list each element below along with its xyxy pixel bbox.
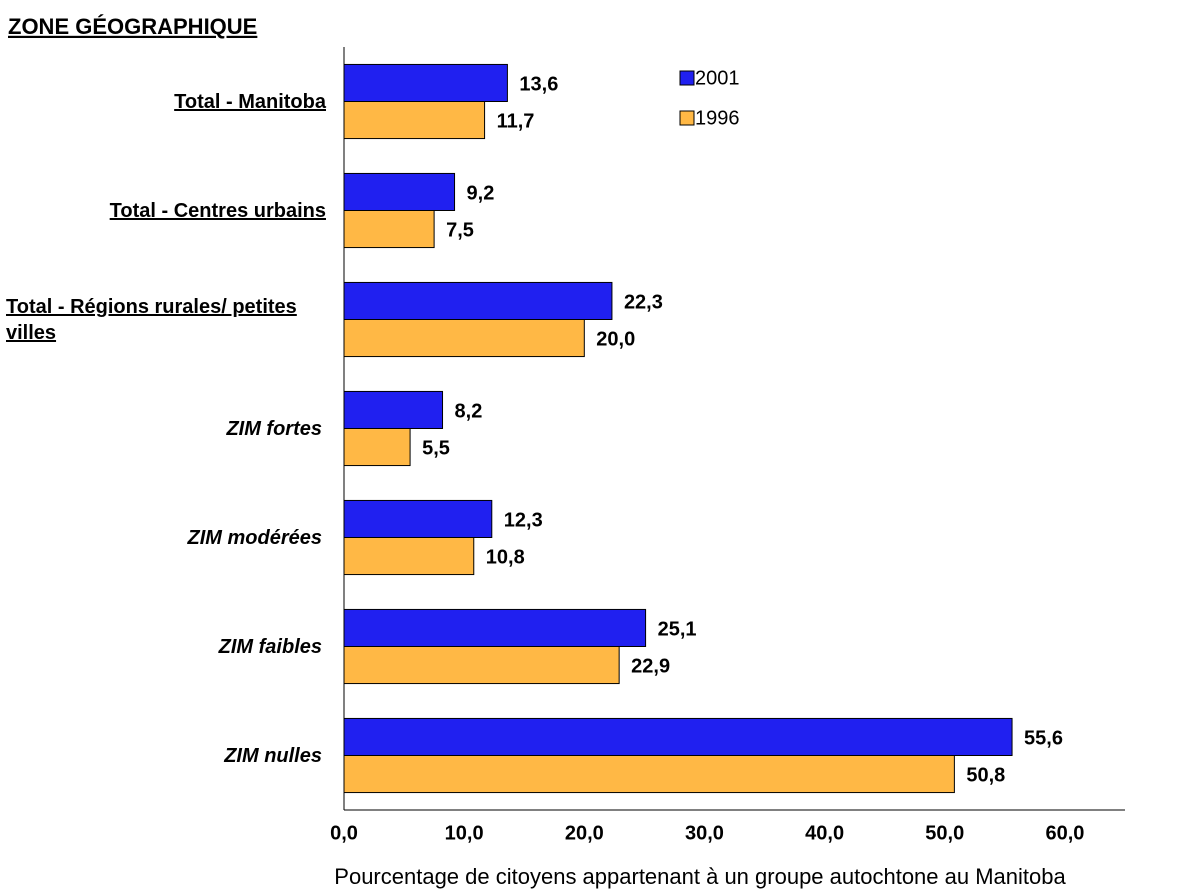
chart-title: ZONE GÉOGRAPHIQUE — [8, 14, 257, 39]
x-tick-label: 50,0 — [925, 822, 964, 844]
legend-label: 2001 — [695, 67, 740, 89]
x-tick-label: 30,0 — [685, 822, 724, 844]
bar — [343, 210, 435, 249]
data-label: 50,8 — [966, 764, 1005, 786]
y-tick-label: ZIM fortes — [226, 417, 322, 440]
bar — [343, 717, 1013, 757]
x-tick-label: 10,0 — [445, 822, 484, 844]
x-tick-label: 60,0 — [1045, 822, 1084, 844]
x-tick-label: 0,0 — [330, 822, 358, 844]
legend-label: 1996 — [695, 107, 740, 129]
bar — [343, 172, 456, 212]
data-label: 25,1 — [658, 618, 697, 640]
data-label: 20,0 — [596, 328, 635, 350]
data-label: 9,2 — [467, 182, 495, 204]
bar — [343, 281, 613, 321]
y-tick-label: Total - Manitoba — [174, 90, 326, 113]
bar — [343, 390, 444, 430]
data-label: 12,3 — [504, 509, 543, 531]
bar — [343, 499, 493, 539]
data-label: 22,9 — [631, 655, 670, 677]
legend-swatch — [679, 70, 695, 86]
bar — [343, 537, 475, 576]
data-label: 55,6 — [1024, 727, 1063, 749]
bar — [343, 63, 508, 103]
legend-swatch — [679, 110, 695, 126]
data-label: 22,3 — [624, 291, 663, 313]
data-label: 5,5 — [422, 437, 450, 459]
x-tick-label: 40,0 — [805, 822, 844, 844]
data-label: 11,7 — [497, 110, 535, 132]
bar — [343, 428, 411, 467]
x-tick-label: 20,0 — [565, 822, 604, 844]
data-label: 8,2 — [455, 400, 483, 422]
bar — [343, 646, 620, 685]
bar — [343, 319, 585, 358]
y-tick-label: ZIM nulles — [224, 744, 322, 767]
y-tick-label: ZIM faibles — [218, 635, 322, 658]
y-tick-label: Total - Centres urbains — [109, 199, 326, 222]
bar — [343, 755, 955, 794]
data-label: 13,6 — [519, 73, 558, 95]
x-axis-label: Pourcentage de citoyens appartenant à un… — [334, 864, 1066, 889]
y-tick-label: ZIM modérées — [187, 526, 322, 549]
bar — [343, 101, 486, 140]
data-label: 7,5 — [446, 219, 474, 241]
bar — [343, 608, 647, 648]
y-tick-label: Total - Régions rurales/ petites villes — [6, 295, 297, 344]
data-label: 10,8 — [486, 546, 525, 568]
